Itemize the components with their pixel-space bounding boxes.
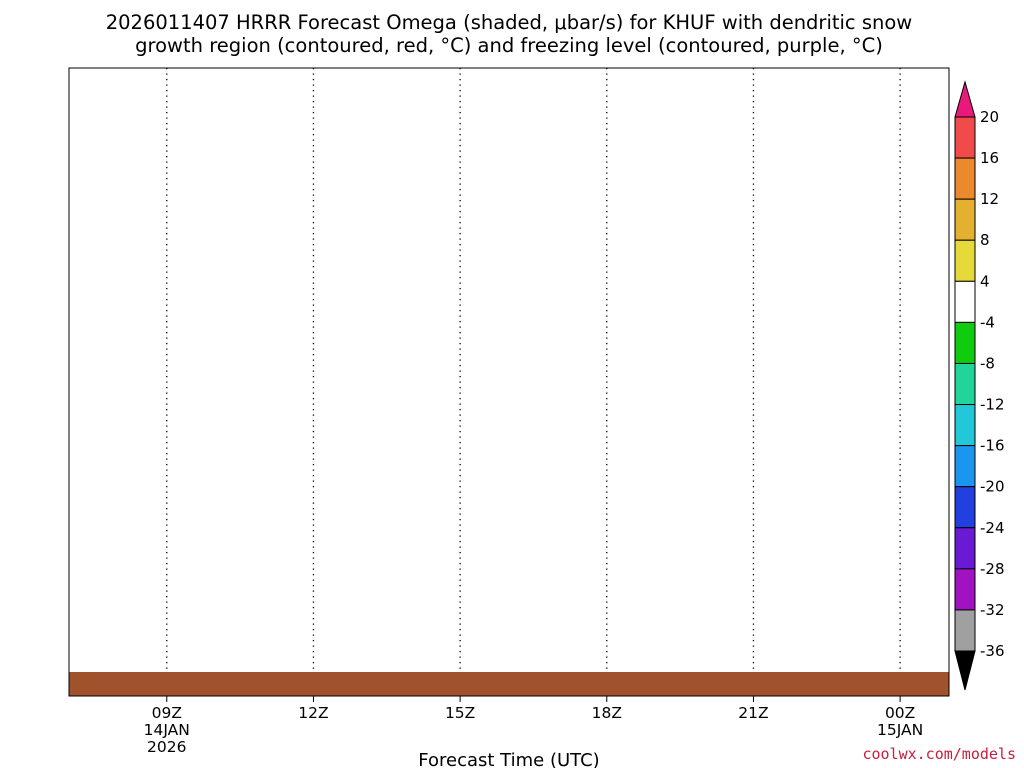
- plot-background: [69, 68, 949, 696]
- colorbar-label-11: -28: [980, 560, 1005, 578]
- colorbar-label-5: -4: [980, 313, 995, 331]
- colorbar-label-10: -24: [980, 519, 1005, 537]
- colorbar-segment-12: [954, 609, 976, 652]
- x-tick-label-09z: 09Z: [152, 704, 182, 722]
- x-axis-label: Forecast Time (UTC): [418, 750, 599, 768]
- plot-area: 1818: [68, 67, 950, 697]
- colorbar-segment-7: [954, 404, 976, 447]
- colorbar-top-arrow: [954, 80, 976, 118]
- x-tick-label-14jan: 14JAN: [144, 721, 190, 739]
- colorbar-label-8: -16: [980, 437, 1005, 455]
- colorbar-label-1: 16: [980, 149, 999, 167]
- colorbar-label-13: -36: [980, 642, 1005, 660]
- colorbar-segment-3: [954, 239, 976, 282]
- x-tick-label-21z: 21Z: [738, 704, 768, 722]
- colorbar-label-12: -32: [980, 601, 1005, 619]
- colorbar-label-3: 8: [980, 231, 990, 249]
- x-tick-label-00z: 00Z: [885, 704, 915, 722]
- x-tick-label-2026: 2026: [147, 738, 186, 756]
- colorbar-label-6: -8: [980, 354, 995, 372]
- gridlines: [166, 68, 901, 696]
- colorbar-segment-2: [954, 198, 976, 241]
- colorbar-label-9: -20: [980, 478, 1005, 496]
- colorbar-segment-11: [954, 568, 976, 611]
- plot-frame: [68, 67, 950, 697]
- credit-text: coolwx.com/models: [862, 745, 1016, 763]
- x-tick-label-18z: 18Z: [592, 704, 622, 722]
- colorbar-segment-8: [954, 445, 976, 488]
- colorbar-segment-0: [954, 116, 976, 159]
- colorbar-bottom-arrow: [954, 650, 976, 691]
- x-tick-label-12z: 12Z: [298, 704, 328, 722]
- colorbar-label-7: -12: [980, 396, 1005, 414]
- colorbar-segment-10: [954, 527, 976, 570]
- chart-title-line-2: growth region (contoured, red, °C) and f…: [135, 34, 883, 57]
- colorbar: 20 16 12 8 4 -4 -8 -12 -16 -20 -24 -28 -32 -36: [954, 80, 1005, 691]
- colorbar-segment-4: [954, 280, 976, 323]
- colorbar-label-0: 20: [980, 108, 999, 126]
- terrain-block: [69, 672, 949, 696]
- colorbar-segment-9: [954, 486, 976, 529]
- colorbar-label-4: 4: [980, 272, 990, 290]
- chart-title-line-1: 2026011407 HRRR Forecast Omega (shaded, …: [106, 11, 913, 34]
- colorbar-segment-5: [954, 321, 976, 364]
- x-tick-label-15z: 15Z: [445, 704, 475, 722]
- colorbar-segment-1: [954, 157, 976, 200]
- colorbar-label-2: 12: [980, 190, 999, 208]
- x-tick-label-15jan: 15JAN: [877, 721, 923, 739]
- colorbar-segment-6: [954, 362, 976, 406]
